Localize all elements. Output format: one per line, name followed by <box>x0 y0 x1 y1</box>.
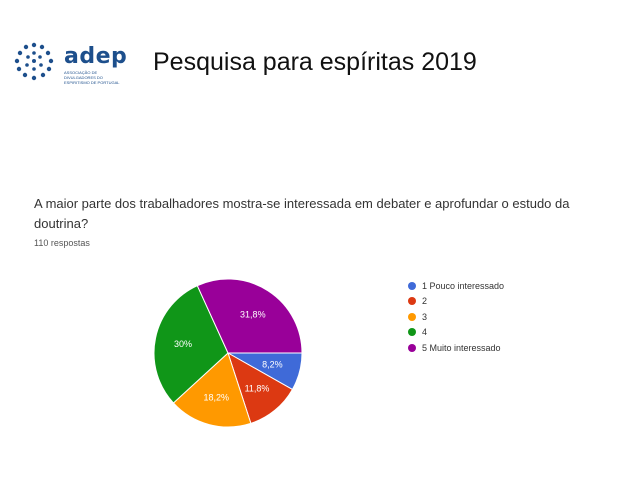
slice-label-3: 18,2% <box>204 392 230 402</box>
legend-dot-icon <box>408 297 416 306</box>
slice-label-1: 8,2% <box>262 360 283 370</box>
pie-slice-3 <box>172 352 252 428</box>
legend-label: 1 Pouco interessado <box>422 280 505 291</box>
slide-title: Pesquisa para espíritas 2019 <box>153 48 477 76</box>
adep-logo: adep ASSOCIAÇÃO DE DIVULGADORES DO ESPIR… <box>12 40 127 85</box>
legend-label: 4 <box>422 327 428 338</box>
legend-item-4: 4 <box>408 325 504 341</box>
legend-label: 3 <box>422 311 428 322</box>
legend-item-2: 2 <box>408 294 504 310</box>
legend-item-3: 3 <box>408 309 504 325</box>
legend-label: 5 Muito interessado <box>422 342 501 353</box>
legend-item-1: 1 Pouco interessado <box>408 278 504 294</box>
chart-title: A maior parte dos trabalhadores mostra-s… <box>34 196 570 231</box>
logo-dots-icon <box>14 42 54 81</box>
legend-dot-icon <box>408 281 416 290</box>
slice-label-4: 30% <box>174 339 192 349</box>
pie-slice-5 <box>196 278 303 354</box>
legend-dot-icon <box>408 343 416 352</box>
chart-legend: 1 Pouco interessado 2 3 4 5 Muito interessad… <box>408 278 504 356</box>
pie-slice-4 <box>153 284 229 404</box>
legend-dot-icon <box>408 328 416 337</box>
slice-label-5: 31,8% <box>240 309 266 319</box>
logo-text: adep <box>64 44 128 69</box>
slice-label-2: 11,8% <box>245 384 270 394</box>
response-count: 110 respostas <box>34 238 90 248</box>
legend-label: 2 <box>422 296 428 307</box>
legend-dot-icon <box>408 312 416 321</box>
logo-subtitle: ASSOCIAÇÃO DE DIVULGADORES DO ESPIRITISM… <box>64 70 120 85</box>
pie-chart: 8,2% 11,8% 18,2% 30% 31,8% <box>153 278 303 428</box>
legend-item-5: 5 Muito interessado <box>408 340 504 356</box>
